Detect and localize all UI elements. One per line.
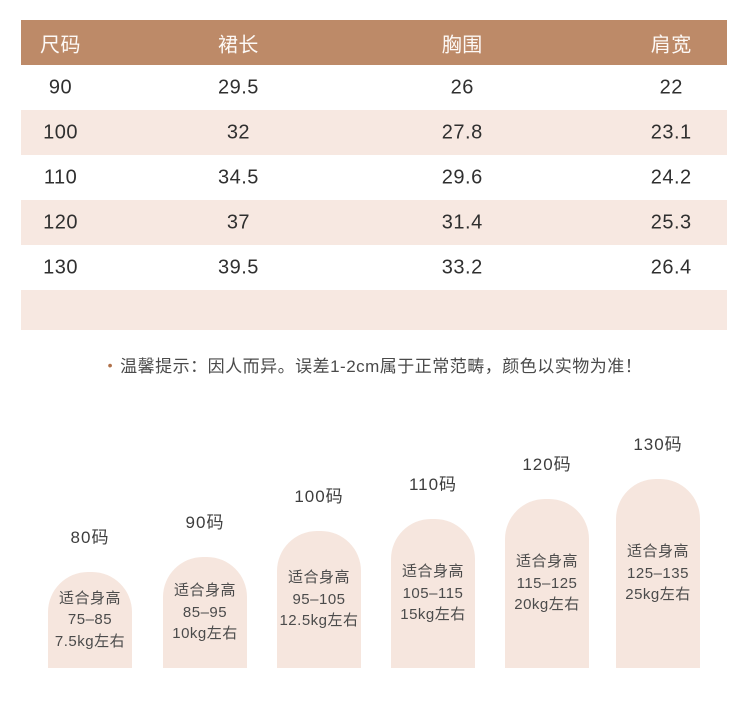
table-cell: 100 [43,121,78,143]
size-bar-text: 适合身高 [401,563,464,581]
size-bar-text: 适合身高 [58,589,121,607]
table-cell: 34.5 [217,166,259,188]
size-bar-text: 115–125 [516,574,578,592]
size-bar-130码: 130码适合身高 125–135 25kg左右 [616,435,700,668]
size-bar-text: 125–135 [627,564,689,582]
size-bar-text: 适合身高 [287,569,350,587]
table-cell: 37 [226,211,251,233]
size-bar-text: 75–85 [67,611,113,629]
size-bar-text: 15kg左右 [400,606,466,624]
table-cell: 33.2 [441,256,483,278]
table-row: 100 32 27.8 23.1 [21,110,727,155]
size-bar-text: 7.5kg左右 [54,632,126,650]
size-bar-80码: 80码适合身高 75–85 7.5kg左右 [48,528,132,668]
size-bar-text: 20kg左右 [514,596,580,614]
size-bar-label: 120码 [522,455,572,474]
size-bar-text: 85–95 [182,603,228,621]
table-cell: 22 [659,76,683,98]
table-cell: 120 [43,211,78,233]
table-cell: 25.3 [650,211,692,233]
table-cell: 110 [43,166,78,188]
size-bar-100码: 100码适合身高 95–105 12.5kg左右 [277,487,361,668]
size-bar-text: 适合身高 [626,543,689,561]
notice-text: 温馨提示：因人而异。误差1-2cm属于正常范畴，颜色以实物为准！ [120,357,643,376]
size-bar-label: 130码 [633,435,683,454]
table-cell: 24.2 [650,166,692,188]
table-cell: 26 [450,76,474,98]
size-table-footer-band [21,290,727,330]
size-bar-label: 80码 [70,528,110,547]
column-header-2: 胸围 [441,34,483,56]
bullet-dot-icon: • [107,357,114,373]
table-cell: 31.4 [441,211,483,233]
table-cell: 27.8 [441,121,483,143]
size-bar-110码: 110码适合身高 105–115 15kg左右 [391,475,475,668]
size-bars-chart: 80码适合身高 75–85 7.5kg左右 90码适合身高 85–95 10kg左右 100… [0,430,750,668]
column-header-1: 裙长 [217,34,259,56]
size-table-body: 90 29.5 26 22 100 32 27.8 23.1 110 34.5 29.6 24.2 12… [21,65,727,290]
size-bar-text: 12.5kg左右 [279,612,359,630]
column-header-3: 肩宽 [650,34,692,56]
size-bar-text: 适合身高 [173,582,236,600]
size-bar-120码: 120码适合身高 115–125 20kg左右 [505,455,589,668]
table-cell: 32 [226,121,251,143]
size-table-header-row: 尺码 裙长 胸围 肩宽 [21,20,727,65]
table-cell: 130 [43,256,78,278]
table-cell: 23.1 [650,121,692,143]
table-row: 90 29.5 26 22 [21,65,727,110]
size-bar-90码: 90码适合身高 85–95 10kg左右 [163,513,247,668]
size-bar-text: 105–115 [402,584,464,602]
notice-line: • 温馨提示：因人而异。误差1-2cm属于正常范畴，颜色以实物为准！ [0,353,750,379]
size-table: 尺码 裙长 胸围 肩宽 90 29.5 26 22 100 32 27.8 23.1 110 34.5 2… [21,20,727,330]
table-cell: 29.6 [441,166,483,188]
size-bar-label: 100码 [294,487,344,506]
table-row: 110 34.5 29.6 24.2 [21,155,727,200]
column-header-0: 尺码 [40,34,82,56]
table-cell: 39.5 [217,256,259,278]
table-row: 120 37 31.4 25.3 [21,200,727,245]
table-cell: 29.5 [217,76,259,98]
size-bar-text: 适合身高 [515,553,578,571]
table-row: 130 39.5 33.2 26.4 [21,245,727,290]
size-bar-label: 90码 [185,513,225,532]
size-bar-label: 110码 [408,475,458,494]
size-bar-text: 25kg左右 [625,586,691,604]
table-cell: 90 [48,76,73,98]
size-bar-text: 95–105 [292,590,346,608]
size-bar-text: 10kg左右 [172,625,238,643]
table-cell: 26.4 [650,256,692,278]
